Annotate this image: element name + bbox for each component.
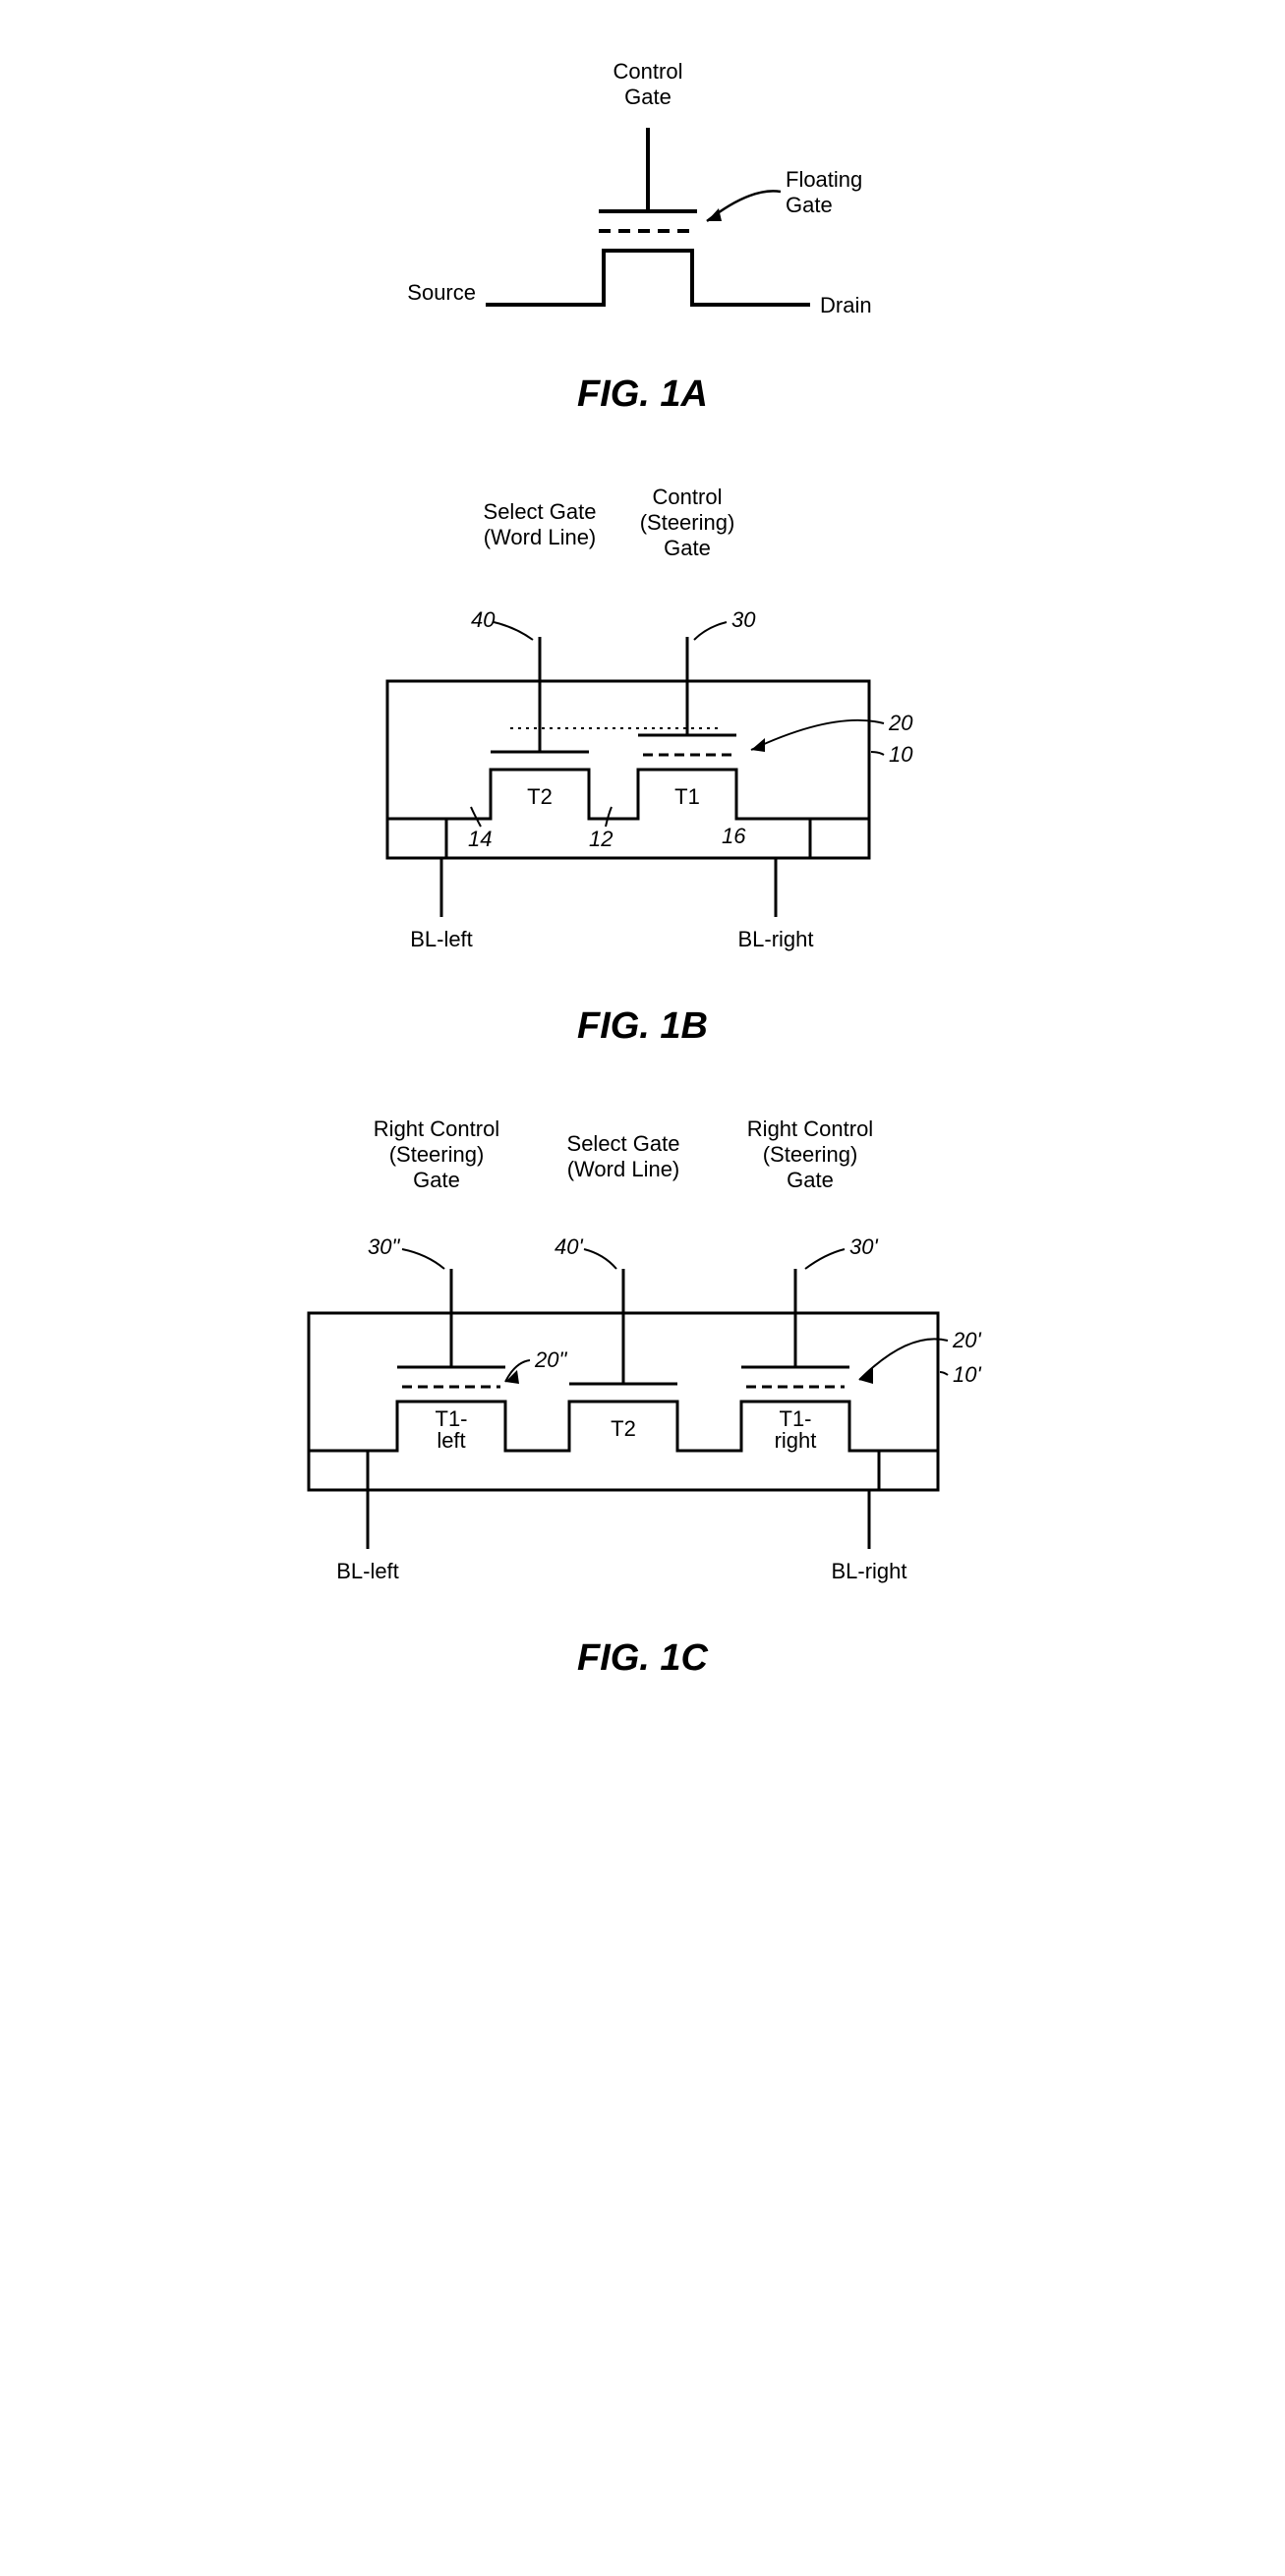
num-40p: 40' (555, 1234, 583, 1259)
num-30: 30 (731, 607, 756, 632)
drain-label: Drain (820, 293, 872, 317)
num-12: 12 (589, 827, 613, 851)
leader-14 (471, 807, 481, 827)
bl-left-label: BL-left (336, 1559, 399, 1583)
source-label: Source (407, 280, 476, 305)
control-gate-label: Control(Steering)Gate (639, 485, 734, 560)
arrow-20p (859, 1368, 873, 1384)
figure-1c: Right Control(Steering)Gate Select Gate(… (240, 1107, 1046, 1680)
leader-30 (694, 622, 727, 640)
arrow-20 (751, 738, 765, 752)
channel-path (446, 770, 810, 819)
num-20: 20 (888, 711, 913, 735)
left-control-label: Right Control(Steering)Gate (373, 1116, 498, 1192)
cell-outline (387, 681, 869, 858)
fig-1c-caption: FIG. 1C (577, 1637, 708, 1680)
fig-1a-svg: ControlGate FloatingGate Source Drain (368, 39, 918, 354)
right-control-label: Right Control(Steering)Gate (746, 1116, 872, 1192)
bl-right-pad (810, 819, 869, 858)
bl-right-label: BL-right (737, 927, 813, 951)
leader-20 (751, 720, 884, 750)
num-40: 40 (471, 607, 496, 632)
leader-40 (494, 622, 533, 640)
bl-left-pad (309, 1451, 368, 1490)
num-30pp: 30" (368, 1234, 400, 1259)
bl-right-label: BL-right (831, 1559, 906, 1583)
leader-10 (871, 752, 884, 755)
num-20p: 20' (952, 1328, 981, 1352)
num-16: 16 (722, 824, 746, 848)
t1right-label: T1-right (774, 1406, 816, 1453)
bl-right-pad (879, 1451, 938, 1490)
num-10: 10 (889, 742, 913, 767)
floating-gate-label: FloatingGate (786, 167, 862, 217)
fig-1a-caption: FIG. 1A (577, 373, 708, 416)
leader-30pp (402, 1249, 444, 1269)
leader-12 (606, 807, 612, 827)
num-30p: 30' (849, 1234, 878, 1259)
bl-left-label: BL-left (410, 927, 473, 951)
leader-10p (940, 1372, 948, 1375)
num-10p: 10' (953, 1362, 981, 1387)
figure-1b: Select Gate(Word Line) Control(Steering)… (299, 475, 987, 1048)
t1left-label: T1-left (435, 1406, 467, 1453)
fig-1b-svg: Select Gate(Word Line) Control(Steering)… (299, 475, 987, 986)
t1-label: T1 (674, 784, 700, 809)
num-14: 14 (468, 827, 492, 851)
control-gate-label: ControlGate (613, 59, 682, 109)
leader-30p (805, 1249, 845, 1269)
bl-left-pad (387, 819, 446, 858)
fig-1b-caption: FIG. 1B (577, 1005, 708, 1048)
select-gate-label: Select Gate(Word Line) (566, 1131, 679, 1181)
figure-1a: ControlGate FloatingGate Source Drain FI… (368, 39, 918, 416)
floating-gate-arrowhead (707, 208, 722, 221)
channel-path (486, 251, 810, 305)
num-20pp: 20" (534, 1347, 567, 1372)
t2-label: T2 (611, 1416, 636, 1441)
fig-1c-svg: Right Control(Steering)Gate Select Gate(… (240, 1107, 1046, 1618)
select-gate-label: Select Gate(Word Line) (483, 499, 596, 549)
leader-40p (584, 1249, 616, 1269)
t2-label: T2 (527, 784, 553, 809)
